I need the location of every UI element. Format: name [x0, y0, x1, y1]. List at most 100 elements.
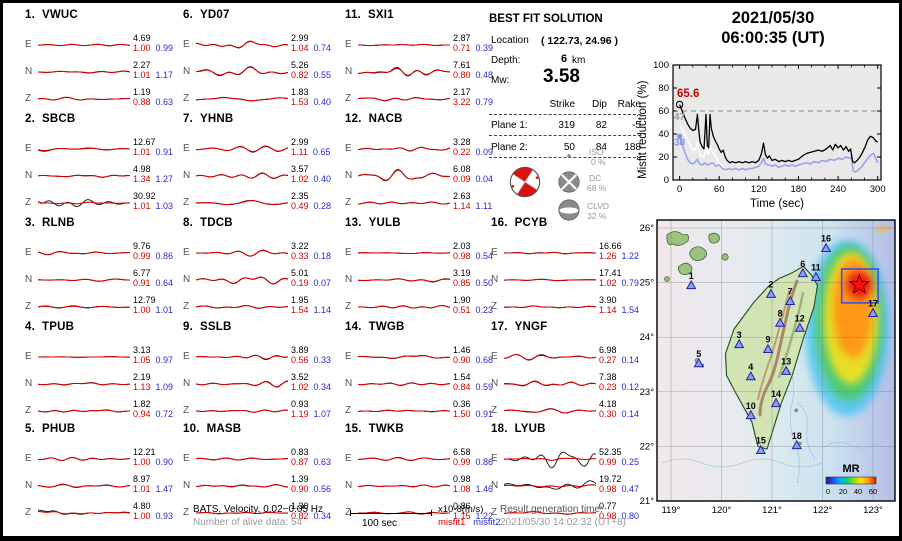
station-block-VWUC: 1. VWUC E 4.69 1.00 0.99 N 2.27 1.01 1.17 Z 1.19 0.8… [25, 9, 179, 111]
trace-values: 1.90 0.51 0.23 [453, 295, 499, 316]
station-title: 15. TWKB [345, 423, 499, 435]
trace-misfit1: 0.99 [133, 251, 151, 261]
trace-amplitude: 2.99 [291, 137, 309, 147]
station-triangle-icon [745, 370, 756, 381]
station-map-label: 7 [788, 287, 793, 297]
channel-label: E [345, 247, 352, 258]
trace-values: 2.19 1.13 1.09 [133, 372, 179, 393]
trace-row-E: E 16.66 1.26 1.22 [491, 241, 645, 265]
lon-label: 121° [762, 505, 782, 516]
svg-text:0: 0 [664, 175, 669, 186]
synthetic-trace [196, 457, 288, 461]
trace-misfit1: 0.99 [453, 457, 471, 467]
station-triangle-icon [797, 267, 808, 278]
trace-values: 6.58 0.99 0.86 [453, 447, 499, 468]
trace-values: 1.19 0.88 0.63 [133, 87, 179, 108]
waveform-YULB-E [358, 252, 450, 255]
channel-label: Z [491, 301, 498, 312]
trace-values: 9.76 0.99 0.86 [133, 241, 179, 262]
trace-values: 7.38 0.23 0.12 [599, 372, 645, 393]
misfit-plot-xlabel: Time (sec) [750, 198, 804, 210]
channel-label: N [183, 170, 191, 181]
trace-values: 2.03 0.98 0.54 [453, 241, 499, 262]
synthetic-trace [196, 276, 288, 285]
waveform-TWKB-N [358, 484, 450, 488]
trace-values: 6.08 0.09 0.04 [453, 164, 499, 185]
channel-label: E [491, 247, 498, 258]
synthetic-trace [196, 40, 288, 49]
station-title: 4. TPUB [25, 321, 179, 333]
trace-amplitude: 0.86 [453, 501, 471, 511]
waveform-VWUC-E [38, 43, 130, 47]
trace-amplitude: 2.63 [453, 191, 471, 201]
waveform-PHUB-N [38, 483, 130, 488]
plane1-dip: 82 [595, 120, 607, 131]
channel-label: Z [183, 301, 190, 312]
scalebar-label: 100 sec [362, 518, 398, 529]
synthetic-trace [504, 354, 596, 361]
trace-misfit2: 0.91 [155, 147, 174, 157]
trace-amplitude: 2.99 [291, 33, 309, 43]
station-title: 18. LYUB [491, 423, 645, 435]
station-block-TDCB: 8. TDCB E 3.22 0.33 0.18 N 5.01 0.19 0.07 Z 1.95 1.5… [183, 217, 337, 319]
lon-label: 123° [863, 505, 883, 516]
waveform-TWGB-N [358, 382, 450, 386]
trace-amplitude: 5.01 [291, 268, 309, 278]
station-map-label: 1 [689, 271, 694, 281]
trace-misfit2: 1.22 [475, 511, 494, 521]
synthetic-trace [38, 278, 130, 282]
station-name: SBCB [42, 113, 76, 125]
trace-misfit2: 0.65 [312, 147, 331, 157]
synthetic-trace [504, 457, 596, 461]
clvd-icon [558, 199, 580, 221]
trace-values: 6.77 0.91 0.64 [133, 268, 179, 289]
waveform-MASB-E [196, 457, 288, 461]
trace-misfit2: 0.97 [155, 355, 174, 365]
trace-misfit2: 0.47 [621, 484, 640, 494]
trace-values: 0.36 1.50 0.91 [453, 399, 499, 420]
trace-misfit2: 0.99 [155, 43, 174, 53]
mainland-islands [664, 231, 729, 282]
trace-values: 5.26 0.82 0.55 [291, 60, 337, 81]
station-number: 16. [491, 217, 508, 229]
mw-value: 3.58 [543, 66, 580, 87]
trace-misfit2: 0.25 [621, 457, 640, 467]
synthetic-trace [38, 382, 130, 386]
trace-misfit1: 3.22 [453, 97, 471, 107]
station-block-SBCB: 2. SBCB E 12.67 1.01 0.91 N 4.98 1.34 1.27 Z 30.92 1… [25, 113, 179, 215]
station-triangle-icon [765, 288, 777, 298]
trace-values: 16.66 1.26 1.22 [599, 241, 645, 262]
waveform-TWKB-E [358, 456, 450, 461]
y-axis-ticks: 0 20 40 60 80 100 [653, 60, 881, 186]
trace-values: 4.80 1.00 0.93 [133, 501, 179, 522]
station-title: 14. TWGB [345, 321, 499, 333]
station-triangle-icon [785, 295, 796, 305]
trace-misfit2: 0.80 [621, 511, 640, 521]
trace-amplitude: 5.26 [291, 60, 309, 70]
depth-unit: km [572, 55, 586, 66]
channel-label: E [25, 351, 32, 362]
trace-misfit2: 1.09 [155, 382, 174, 392]
channel-label: Z [25, 507, 32, 518]
trace-misfit1: 1.00 [133, 43, 151, 53]
table-divider [489, 135, 641, 136]
plane2-rake: 188 [624, 142, 641, 153]
station-block-YNGF: 17. YNGF E 6.98 0.27 0.14 N 7.38 0.23 0.12 Z 4.18 0.… [491, 321, 645, 423]
station-title: 9. SSLB [183, 321, 337, 333]
trace-values: 12.21 1.00 0.90 [133, 447, 179, 468]
dc-icon [558, 171, 580, 193]
misfit-series-blue [678, 136, 879, 173]
trace-amplitude: 1.54 [453, 372, 471, 382]
trace-row-N: N 1.54 0.84 0.59 [345, 372, 499, 396]
trace-misfit2: 1.17 [155, 70, 174, 80]
trace-misfit1: 1.15 [453, 511, 471, 521]
waveform-YD07-N [196, 66, 288, 77]
channel-label: N [345, 66, 353, 77]
alive-data-count: Number of alive data: 54 [193, 517, 302, 528]
station-map-label: 15 [756, 436, 766, 446]
channel-label: Z [25, 197, 32, 208]
synthetic-trace [196, 305, 288, 309]
synthetic-trace [196, 145, 288, 153]
waveform-SSLB-E [196, 354, 288, 360]
